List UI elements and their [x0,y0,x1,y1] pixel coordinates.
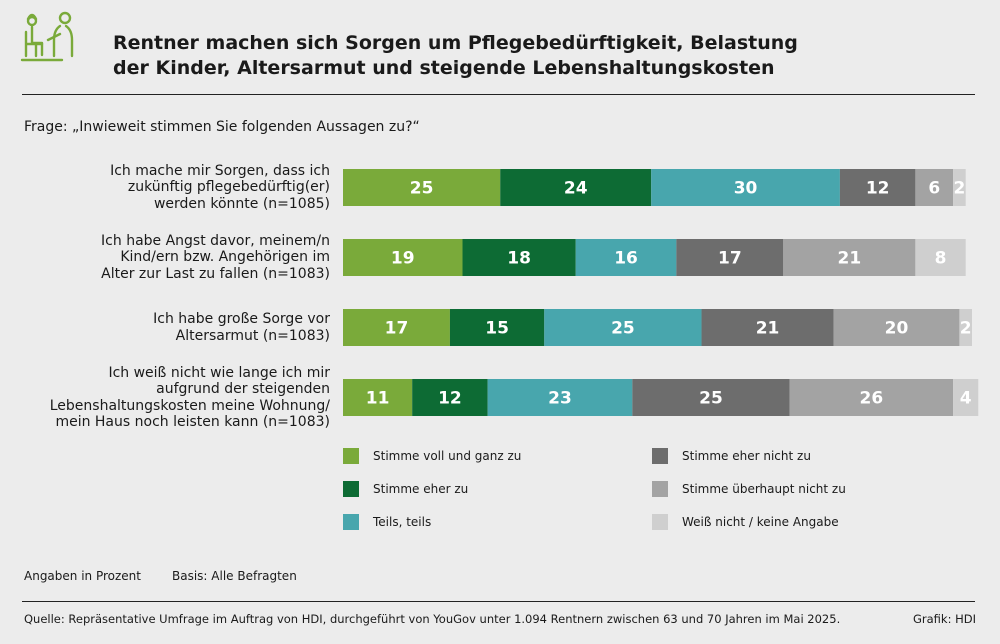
data-label: 11 [366,389,390,409]
data-label: 19 [391,249,415,269]
data-label: 25 [611,319,635,339]
legend-label: Weiß nicht / keine Angabe [682,515,839,529]
bar-segment [343,309,450,346]
bar-segment [915,239,966,276]
bar-segment [462,239,576,276]
legend-item: Weiß nicht / keine Angabe [652,514,839,530]
data-label: 23 [548,389,572,409]
data-label: 24 [564,179,588,199]
title-line-2: der Kinder, Altersarmut und steigende Le… [113,57,775,79]
category-label: Ich mache mir Sorgen, dass ich zukünftig… [110,162,330,212]
legend-swatch [343,481,359,497]
bar-segment [676,239,784,276]
legend-item: Stimme eher zu [343,481,468,497]
bar-segment [544,309,702,346]
bar-segment [953,169,966,206]
legend-swatch [652,448,668,464]
data-label: 30 [734,179,758,199]
legend-label: Stimme überhaupt nicht zu [682,482,846,496]
data-label: 8 [935,249,947,269]
data-label: 12 [438,389,462,409]
bar-segment [701,309,834,346]
bar-segment [343,379,413,416]
bar-segment [449,309,545,346]
legend-swatch [343,448,359,464]
category-label: Ich habe große Sorge vor Altersarmut (n=… [153,311,330,344]
data-label: 17 [385,319,409,339]
legend-label: Stimme eher zu [373,482,469,496]
legend-item: Stimme eher nicht zu [652,448,811,464]
data-label: 15 [485,319,509,339]
data-label: 16 [614,249,638,269]
bar-segment [651,169,840,206]
bar-segment [959,309,972,346]
title-line-1: Rentner machen sich Sorgen um Pflegebedü… [113,32,798,54]
bar-segment [343,239,463,276]
bar-segment [839,169,916,206]
data-label: 21 [756,319,780,339]
data-label: 12 [866,179,890,199]
bar-segment [343,169,501,206]
bar-segment [833,309,960,346]
data-label: 18 [507,249,531,269]
bar-segment [487,379,633,416]
legend-swatch [652,481,668,497]
legend-swatch [652,514,668,530]
legend-label: Stimme eher nicht zu [682,449,811,463]
legend-item: Teils, teils [343,514,431,530]
bar-segment [575,239,677,276]
header-divider [22,94,975,95]
bar-segment [412,379,488,416]
legend-item: Stimme überhaupt nicht zu [652,481,846,497]
data-label: 6 [928,179,940,199]
source-note: Quelle: Repräsentative Umfrage im Auftra… [24,612,841,626]
caregiver-icon [20,11,74,62]
legend-swatch [343,514,359,530]
data-label: 25 [699,389,723,409]
data-label: 21 [838,249,862,269]
data-label: 2 [953,179,965,199]
chart-title: Rentner machen sich Sorgen um Pflegebedü… [113,31,973,81]
data-label: 25 [410,179,434,199]
survey-question: Frage: „Inwieweit stimmen Sie folgenden … [24,119,420,135]
category-label: Ich weiß nicht wie lange ich mir aufgrun… [49,364,330,431]
bar-segment [953,379,979,416]
data-label: 26 [860,389,884,409]
legend-label: Stimme voll und ganz zu [373,449,522,463]
bar-segment [783,239,916,276]
data-label: 4 [960,389,972,409]
data-label: 17 [718,249,742,269]
data-label: 20 [885,319,909,339]
bar-segment [915,169,954,206]
bar-segment [789,379,954,416]
data-label: 2 [960,319,972,339]
graphic-credit: Grafik: HDI [912,612,976,626]
footer-divider [22,601,975,602]
unit-note: Angaben in Prozent [24,569,141,583]
bar-segment [632,379,790,416]
category-label: Ich habe Angst davor, meinem/n Kind/ern … [101,232,330,282]
bar-segment [500,169,652,206]
legend-label: Teils, teils [373,515,432,529]
legend-item: Stimme voll und ganz zu [343,448,521,464]
basis-note: Basis: Alle Befragten [172,569,297,583]
